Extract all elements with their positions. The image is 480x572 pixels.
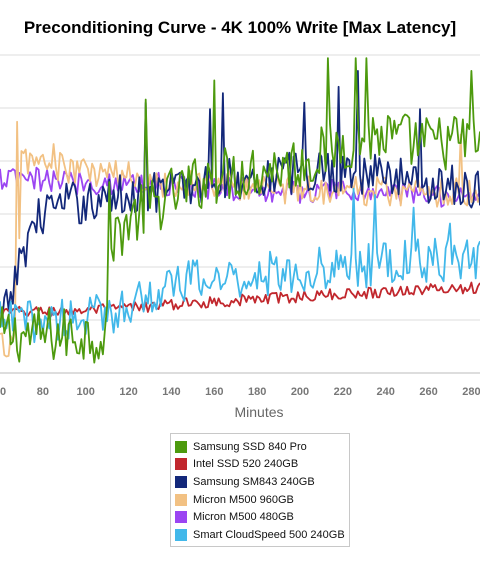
legend-label: Samsung SSD 840 Pro <box>193 440 307 453</box>
chart-legend: Samsung SSD 840 Pro Intel SSD 520 240GB Sa… <box>170 433 350 547</box>
legend-item[interactable]: Micron M500 480GB <box>175 508 349 526</box>
legend-label: Smart CloudSpeed 500 240GB <box>193 528 345 541</box>
legend-item[interactable]: Samsung SSD 840 Pro <box>175 438 349 456</box>
x-tick-label: 120 <box>119 386 137 398</box>
legend-swatch <box>175 528 187 541</box>
legend-swatch <box>175 458 187 471</box>
legend-swatch <box>175 493 187 506</box>
series-line <box>0 281 480 317</box>
legend-label: Samsung SM843 240GB <box>193 475 315 488</box>
series-line <box>0 187 480 344</box>
legend-label: Intel SSD 520 240GB <box>193 458 299 471</box>
legend-item[interactable]: Smart CloudSpeed 500 240GB <box>175 526 349 544</box>
x-tick-label: 220 <box>334 386 352 398</box>
legend-item[interactable]: Intel SSD 520 240GB <box>175 456 349 474</box>
series-line <box>0 57 480 364</box>
series-line <box>0 120 480 358</box>
x-tick-label: 200 <box>291 386 309 398</box>
legend-item[interactable]: Micron M500 960GB <box>175 491 349 509</box>
x-tick-label: 140 <box>162 386 180 398</box>
chart-title: Preconditioning Curve - 4K 100% Write [M… <box>23 18 457 37</box>
x-axis: 60 80 100 120 140 160 180 200 220 240 260 280 <box>0 372 480 398</box>
x-axis-label: Minutes <box>234 404 284 420</box>
line-chart: 60 80 100 120 140 160 180 200 220 240 260 280 <box>0 54 480 398</box>
series-lines <box>0 57 480 364</box>
x-tick-label: 260 <box>419 386 437 398</box>
x-tick-label: 60 <box>0 386 6 398</box>
x-tick-label: 180 <box>248 386 266 398</box>
x-tick-label: 160 <box>205 386 223 398</box>
legend-label: Micron M500 480GB <box>193 511 294 524</box>
x-tick-label: 80 <box>37 386 49 398</box>
legend-swatch <box>175 511 187 524</box>
x-tick-label: 240 <box>377 386 395 398</box>
x-tick-label: 100 <box>77 386 95 398</box>
x-tick-label: 280 <box>462 386 480 398</box>
legend-swatch <box>175 440 187 453</box>
legend-label: Micron M500 960GB <box>193 493 294 506</box>
legend-item[interactable]: Samsung SM843 240GB <box>175 473 349 491</box>
legend-swatch <box>175 475 187 488</box>
